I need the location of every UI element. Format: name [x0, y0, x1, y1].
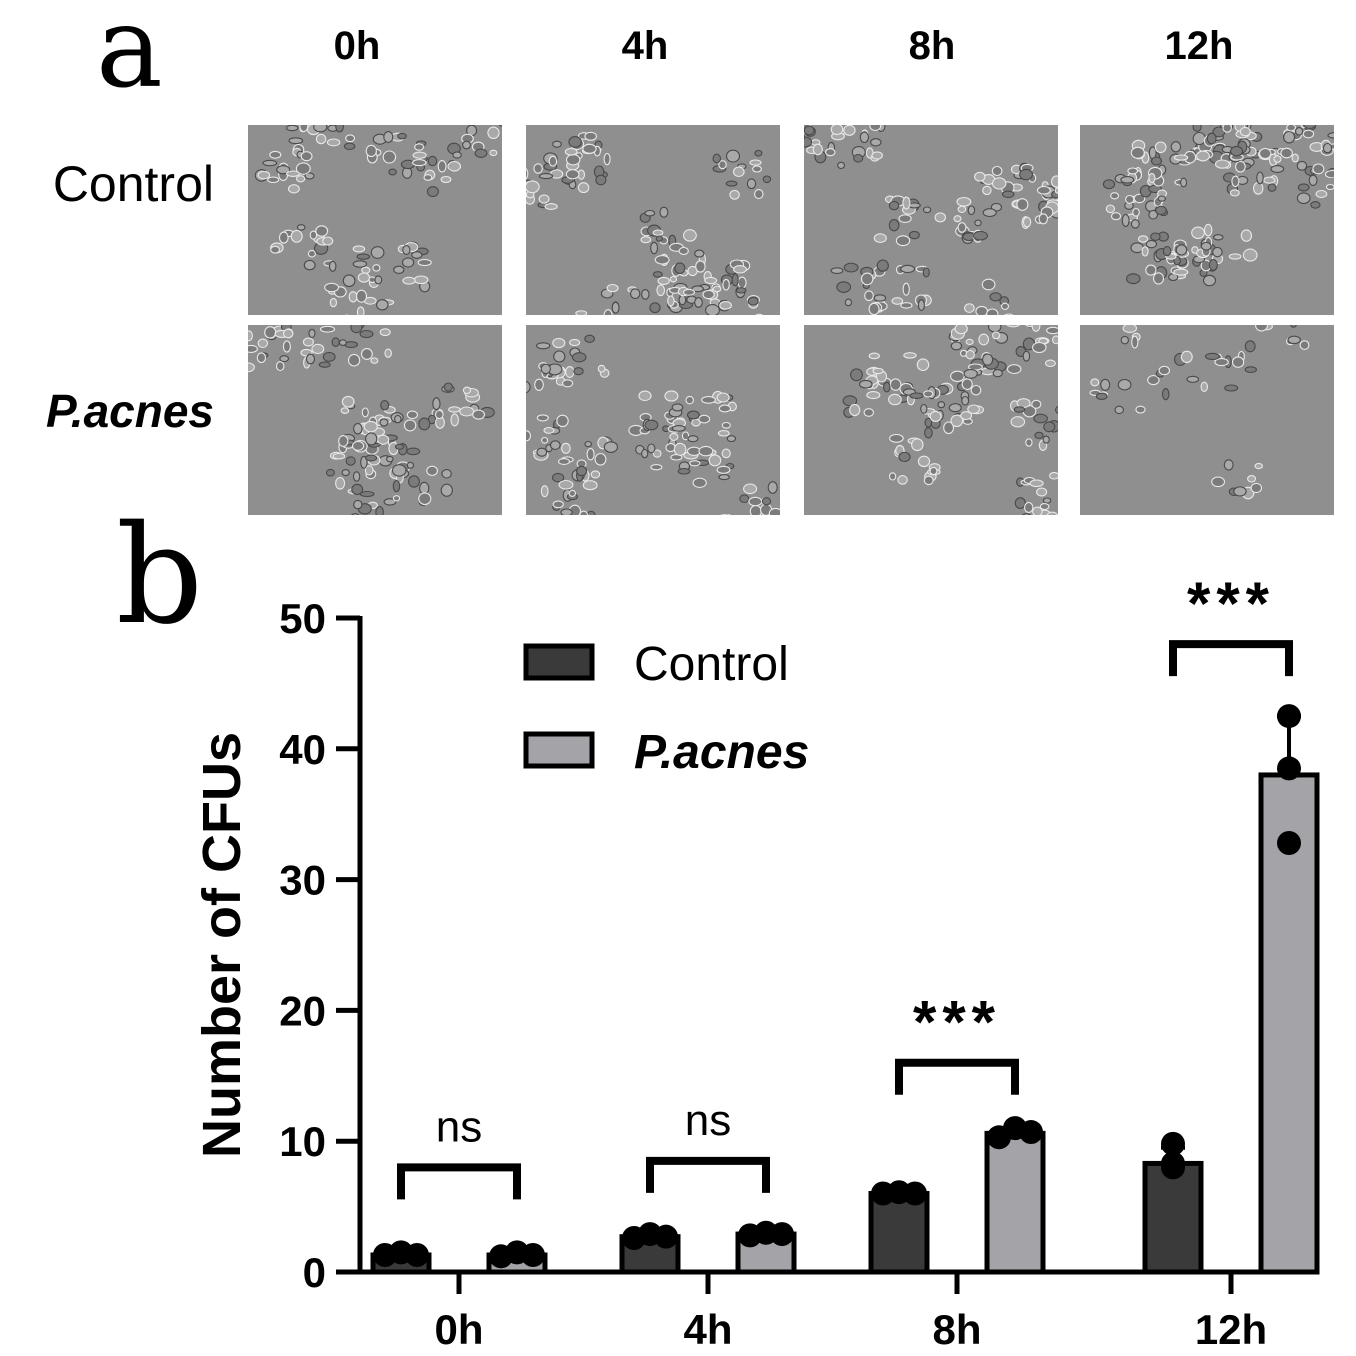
micrograph-control-12h [1080, 125, 1334, 315]
legend-label-control: Control [634, 638, 789, 691]
y-tick-label: 20 [279, 987, 326, 1034]
legend-label-pacnes: P.acnes [634, 726, 809, 779]
column-header-0h: 0h [333, 24, 381, 68]
cfu-bar-chart: 0 10 20 30 40 50 Number of CFUs 0h 4h 8h 12h ns ns **… [192, 570, 1320, 1353]
data-point [770, 1222, 794, 1247]
x-tick-label: 12h [1195, 1306, 1267, 1353]
y-tick-label: 50 [279, 595, 326, 642]
legend-swatch-control [523, 643, 595, 681]
data-point [1277, 756, 1301, 781]
significance-label: ns [685, 1096, 731, 1145]
significance-bracket [895, 1058, 1019, 1095]
data-point [1161, 1131, 1185, 1156]
data-point [654, 1224, 678, 1249]
bar-control-8h [868, 1191, 930, 1275]
panel-b-letter: b [116, 497, 204, 655]
significance-label: *** [1187, 570, 1275, 637]
data-point [1277, 830, 1301, 855]
x-tick-label: 0h [434, 1306, 483, 1353]
significance-bracket [1169, 640, 1293, 677]
bar-pacnes-12h [1258, 772, 1320, 1275]
column-header-12h: 12h [1164, 24, 1234, 68]
column-header-4h: 4h [621, 24, 669, 68]
micrograph-control-8h [804, 125, 1058, 315]
micrograph-pacnes-12h [1080, 325, 1334, 515]
x-tick-label: 4h [683, 1306, 732, 1353]
row-header-control: Control [52, 156, 214, 212]
data-point [405, 1242, 429, 1267]
x-tick-label: 8h [932, 1306, 981, 1353]
data-point [1161, 1151, 1185, 1176]
micrograph-pacnes-4h [526, 325, 780, 515]
data-point [1019, 1120, 1043, 1145]
significance-bracket [646, 1156, 770, 1193]
row-header-pacnes: P.acnes [46, 385, 214, 437]
bar-pacnes-8h [984, 1130, 1046, 1275]
legend-swatch-pacnes [523, 731, 595, 769]
panel-a-letter: a [96, 0, 163, 113]
data-point [1277, 704, 1301, 729]
bar-control-12h [1142, 1160, 1204, 1275]
significance-bracket [397, 1163, 521, 1200]
y-axis-title: Number of CFUs [192, 732, 252, 1158]
y-tick-label: 40 [279, 726, 326, 773]
y-tick-label: 0 [303, 1249, 326, 1296]
micrograph-control-4h [526, 125, 780, 315]
micrograph-pacnes-8h [804, 325, 1058, 515]
data-point [521, 1242, 545, 1267]
column-header-8h: 8h [908, 24, 956, 68]
data-point [903, 1181, 927, 1206]
significance-label: *** [913, 989, 1001, 1056]
significance-label: ns [436, 1102, 482, 1151]
micrograph-control-0h [248, 125, 502, 315]
micrograph-pacnes-0h [248, 325, 502, 515]
y-tick-label: 10 [279, 1118, 326, 1165]
y-tick-label: 30 [279, 857, 326, 904]
